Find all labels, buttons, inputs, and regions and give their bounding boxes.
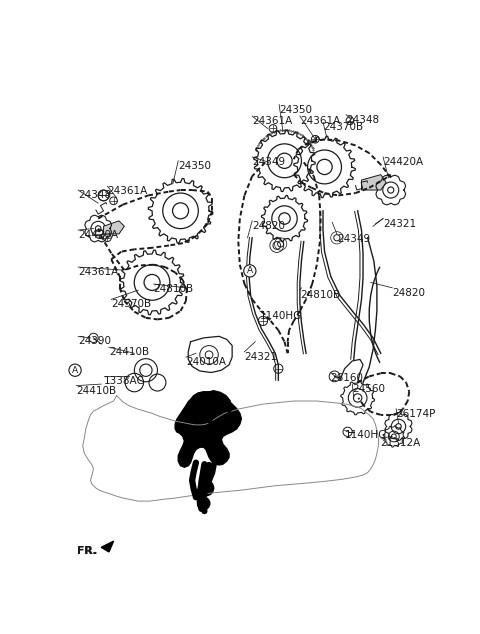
Text: 26160: 26160 — [331, 373, 364, 382]
Text: 24370B: 24370B — [111, 299, 151, 309]
Circle shape — [197, 497, 210, 510]
Polygon shape — [361, 174, 386, 190]
Text: 24820: 24820 — [252, 221, 285, 231]
Text: A: A — [72, 366, 78, 375]
Text: 24349: 24349 — [252, 157, 285, 167]
Text: 24361A: 24361A — [300, 116, 340, 126]
Text: 24420A: 24420A — [78, 230, 118, 240]
Text: FR.: FR. — [77, 546, 97, 556]
Text: 1140HG: 1140HG — [260, 311, 302, 321]
Text: 24370B: 24370B — [323, 122, 363, 133]
Text: 24560: 24560 — [352, 384, 385, 394]
Text: 24810B: 24810B — [154, 284, 194, 294]
Text: FR.: FR. — [77, 546, 96, 556]
Text: 24350: 24350 — [279, 105, 312, 115]
Text: 24410B: 24410B — [109, 347, 149, 357]
Text: 24361A: 24361A — [108, 186, 148, 196]
Text: A: A — [247, 266, 253, 275]
Text: 24321: 24321 — [383, 219, 416, 228]
Circle shape — [198, 481, 214, 496]
Polygon shape — [175, 392, 241, 467]
Text: 24820: 24820 — [392, 288, 425, 298]
Polygon shape — [104, 221, 124, 234]
Text: 1338AC: 1338AC — [104, 377, 144, 386]
Text: 24348: 24348 — [346, 115, 379, 124]
Text: 24410B: 24410B — [77, 385, 117, 396]
Text: 1140HG: 1140HG — [345, 430, 387, 440]
Text: 24420A: 24420A — [383, 157, 423, 167]
Text: 24390: 24390 — [78, 337, 111, 346]
Text: 21312A: 21312A — [381, 438, 421, 448]
Circle shape — [196, 488, 207, 499]
Text: 24350: 24350 — [178, 161, 211, 171]
Text: 24349: 24349 — [337, 234, 370, 244]
Text: 24810B: 24810B — [300, 290, 340, 300]
Text: 24321: 24321 — [244, 352, 277, 362]
Text: 26174P: 26174P — [396, 409, 435, 418]
Text: 24361A: 24361A — [252, 116, 292, 126]
Text: 24010A: 24010A — [186, 357, 226, 367]
Polygon shape — [101, 541, 114, 552]
Text: 24348: 24348 — [78, 190, 111, 200]
Text: 24361A: 24361A — [78, 267, 119, 277]
